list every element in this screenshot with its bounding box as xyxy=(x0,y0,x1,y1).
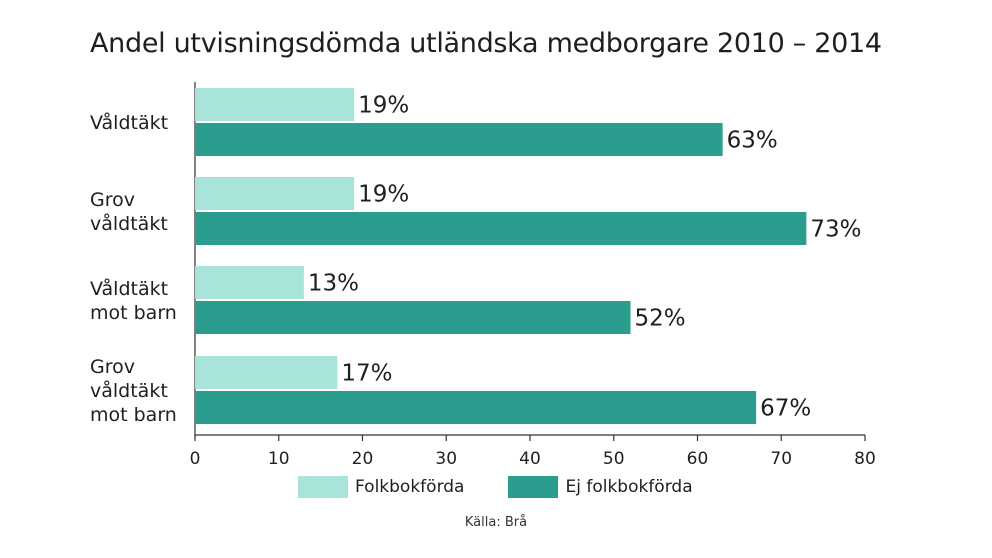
data-label: 67% xyxy=(760,396,811,422)
category-label: Våldtäkt mot barn xyxy=(90,277,177,324)
bar-folkbokforda xyxy=(195,356,338,389)
data-label: 52% xyxy=(635,306,686,332)
category-label: Grov våldtäkt xyxy=(90,189,168,235)
bar-folkbokforda xyxy=(195,266,304,299)
category-label-line: mot barn xyxy=(90,302,177,324)
data-label: 13% xyxy=(308,271,359,297)
data-label: 19% xyxy=(358,182,409,208)
legend-swatch-ej-folkbokforda xyxy=(508,476,559,498)
legend-swatch-folkbokforda xyxy=(298,476,348,498)
chart-legend: Folkbokförda Ej folkbokförda xyxy=(298,476,737,498)
data-label: 17% xyxy=(341,361,392,387)
chart-title: Andel utvisningsdömda utländska medborga… xyxy=(90,28,882,59)
legend-label-ej-folkbokforda: Ej folkbokförda xyxy=(565,477,693,497)
legend-label-folkbokforda: Folkbokförda xyxy=(355,477,465,497)
x-tick-label: 70 xyxy=(770,449,792,469)
category-label: Våldtäkt xyxy=(90,111,168,134)
category-label-line: Grov xyxy=(90,356,135,378)
category-label-line: Våldtäkt xyxy=(90,277,168,300)
data-label: 73% xyxy=(810,217,861,243)
category-label: Grov våldtäkt mot barn xyxy=(90,356,177,426)
data-label: 19% xyxy=(358,93,409,119)
x-tick-label: 30 xyxy=(435,449,457,469)
x-tick-label: 20 xyxy=(352,449,374,469)
bar-ej-folkbokforda xyxy=(195,123,723,156)
x-tick-label: 80 xyxy=(854,449,876,469)
category-label-line: mot barn xyxy=(90,404,177,426)
source-note: Källa: Brå xyxy=(464,515,528,530)
x-tick-label: 50 xyxy=(603,449,625,469)
x-tick-label: 10 xyxy=(268,449,290,469)
bar-folkbokforda xyxy=(195,88,355,121)
category-label-line: våldtäkt xyxy=(90,212,168,235)
x-tick-label: 60 xyxy=(687,449,709,469)
bar-ej-folkbokforda xyxy=(195,212,807,245)
data-label: 63% xyxy=(727,128,778,154)
legend-item-folkbokforda: Folkbokförda xyxy=(298,476,464,498)
legend-item-ej-folkbokforda: Ej folkbokförda xyxy=(508,476,693,498)
x-tick-label: 40 xyxy=(519,449,541,469)
x-tick-label: 0 xyxy=(190,449,201,469)
bar-ej-folkbokforda xyxy=(195,301,631,334)
category-label-line: Våldtäkt xyxy=(90,111,168,134)
bar-folkbokforda xyxy=(195,177,355,210)
bar-ej-folkbokforda xyxy=(195,391,757,424)
category-label-line: Grov xyxy=(90,189,135,211)
category-label-line: våldtäkt xyxy=(90,379,168,402)
